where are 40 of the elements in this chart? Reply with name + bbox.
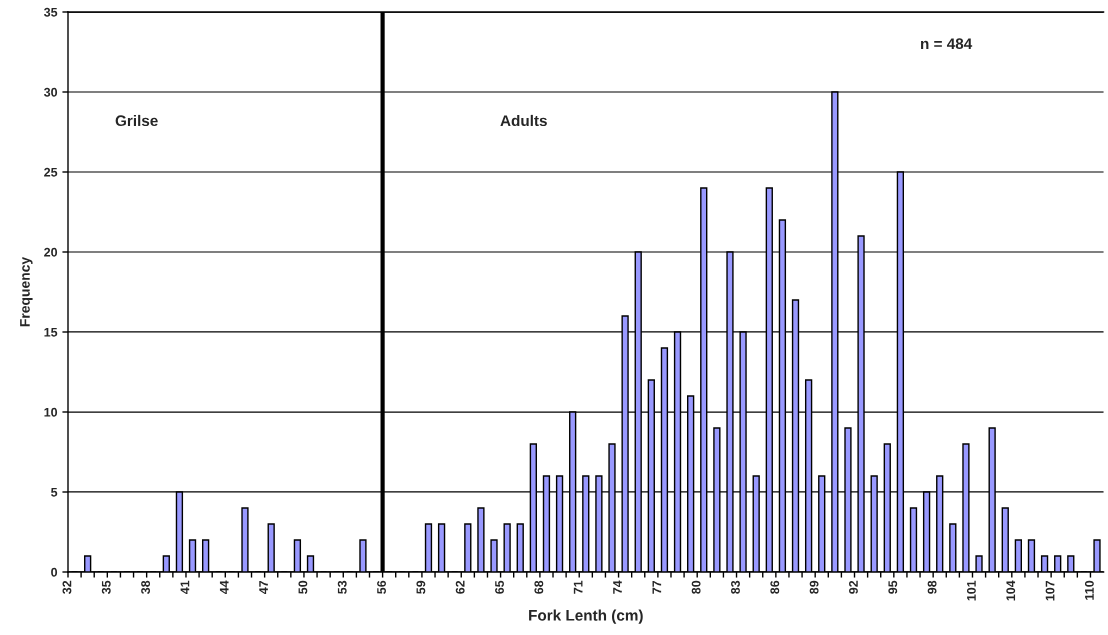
y-tick-label: 15 [44,327,58,337]
x-tick-label: 59 [416,580,426,594]
x-tick-label: 41 [180,580,190,595]
x-tick-label: 50 [298,580,308,594]
y-tick-label: 25 [44,167,58,177]
x-axis-title: Fork Lenth (cm) [529,609,643,624]
x-tick-label: 71 [573,580,583,594]
y-tick-label: 20 [44,247,58,257]
annotation: Grilse [115,114,158,127]
y-tick-label: 5 [51,487,58,497]
x-tick-label: 53 [337,580,347,594]
y-tick-label: 0 [51,567,58,577]
x-tick-label: 92 [849,580,858,594]
x-tick-label: 86 [770,580,780,594]
x-tick-label: 98 [927,580,937,594]
y-axis-title: Frequency [20,256,33,327]
x-tick-label: 104 [1006,580,1016,601]
x-tick-label: 89 [809,580,819,594]
x-tick-label: 62 [455,580,465,594]
annotation: n = 484 [921,38,973,50]
x-tick-label: 32 [62,580,72,594]
x-tick-label: 110 [1084,580,1094,600]
x-tick-label: 77 [652,580,662,594]
y-tick-label: 10 [44,407,58,417]
x-tick-label: 74 [613,580,622,594]
x-tick-label: 107 [1045,580,1055,601]
y-tick-label: 30 [43,87,58,97]
x-tick-label: 44 [219,580,229,595]
x-tick-label: 38 [141,580,151,594]
x-tick-label: 80 [691,580,701,594]
x-tick-label: 47 [259,580,268,595]
y-tick-label: 35 [43,7,58,17]
x-tick-label: 35 [101,580,111,594]
x-tick-label: 83 [731,580,740,594]
x-tick-label: 101 [966,580,976,601]
x-tick-label: 68 [534,580,544,594]
x-tick-label: 65 [495,580,504,594]
x-tick-label: 95 [888,580,898,594]
annotation: Adults [500,114,547,127]
x-tick-label: 56 [377,580,386,594]
